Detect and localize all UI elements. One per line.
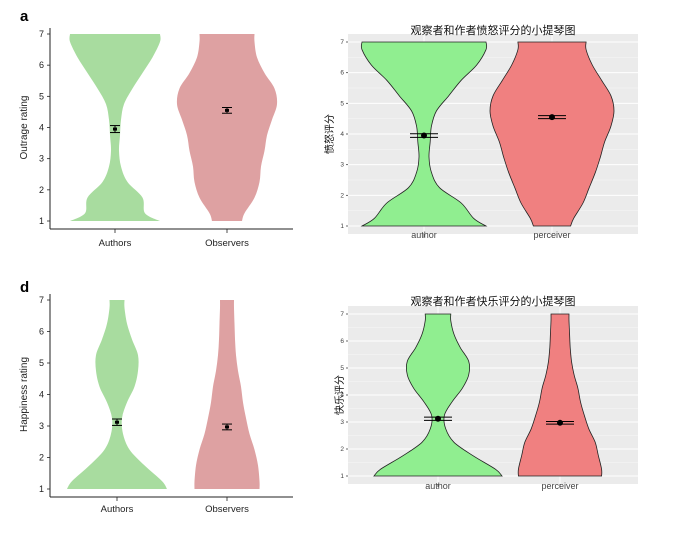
mean-point [225, 425, 229, 429]
violin-observers [176, 34, 278, 221]
mean-point [113, 127, 117, 131]
y-tick-label: 7 [340, 39, 344, 46]
y-tick-label: 6 [39, 327, 44, 337]
y-tick-label: 2 [340, 192, 344, 199]
panel-letter-d: d [20, 279, 29, 296]
y-tick-label: 1 [39, 216, 44, 226]
x-category-label: Authors [101, 504, 134, 515]
y-tick-label: 3 [340, 162, 344, 169]
y-tick-label: 1 [340, 473, 344, 480]
y-tick-label: 2 [39, 185, 44, 195]
chart-title: 观察者和作者快乐评分的小提琴图 [411, 294, 576, 308]
y-tick-label: 4 [340, 392, 344, 399]
mean-point [435, 415, 441, 422]
x-category-label: Observers [205, 504, 249, 515]
chart-outrage-nature: 1 2 3 4 5 6 7 Authors Observers Outrage rating [19, 28, 293, 249]
mean-point [225, 108, 229, 112]
y-tick-label: 5 [340, 100, 344, 107]
mean-point [549, 114, 555, 121]
chart-happiness-nature: 1 2 3 4 5 6 7 Authors Observers Happiness rating [19, 294, 293, 515]
mean-point [557, 419, 563, 426]
y-tick-label: 5 [39, 358, 44, 368]
y-axis-label: 快乐评分 [334, 375, 346, 415]
y-axis-label: Happiness rating [19, 357, 30, 432]
mean-point [421, 132, 427, 139]
violin-authors [67, 300, 167, 489]
y-tick-label: 6 [340, 70, 344, 77]
y-tick-label: 2 [39, 453, 44, 463]
mean-point [115, 420, 119, 424]
y-axis-label: 愤怒评分 [323, 114, 336, 154]
y-tick-label: 1 [39, 484, 44, 494]
chart-title: 观察者和作者愤怒评分的小提琴图 [411, 23, 576, 37]
y-tick-label: 3 [39, 421, 44, 431]
y-tick-label: 7 [39, 29, 44, 39]
y-tick-label: 6 [39, 60, 44, 70]
violin-author [373, 313, 503, 477]
y-tick-label: 2 [340, 446, 344, 453]
y-tick-label: 3 [340, 419, 344, 426]
y-tick-label: 3 [39, 154, 44, 164]
y-tick-label: 5 [340, 365, 344, 372]
y-tick-label: 4 [340, 131, 344, 138]
y-tick-label: 7 [340, 311, 344, 318]
y-tick-label: 4 [39, 390, 44, 400]
y-tick-label: 7 [39, 295, 44, 305]
y-tick-label: 5 [39, 91, 44, 101]
y-axis-label: Outrage rating [19, 96, 30, 160]
y-tick-label: 1 [340, 223, 344, 230]
x-category-label: Observers [205, 238, 249, 249]
y-tick-label: 4 [39, 123, 44, 133]
violin-observers [194, 300, 260, 489]
y-tick-label: 6 [340, 338, 344, 345]
violin-perceiver [489, 41, 615, 227]
panel-letter-a: a [20, 8, 29, 25]
violin-perceiver [517, 313, 603, 477]
x-category-label: Authors [99, 238, 132, 249]
